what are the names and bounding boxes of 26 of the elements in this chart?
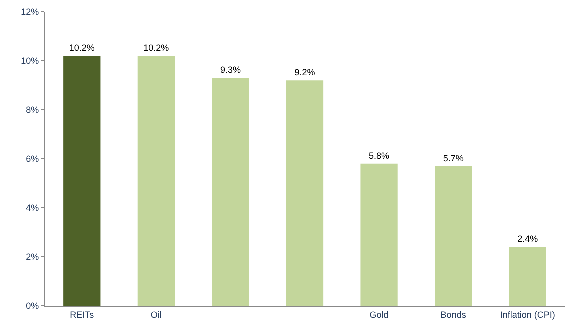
y-tick-label: 10%: [21, 56, 40, 66]
x-tick-label: Bonds: [440, 310, 467, 320]
data-label: 10.2%: [144, 43, 170, 54]
x-tick-label: REITs: [70, 310, 95, 320]
data-label: 2.4%: [518, 234, 538, 244]
y-tick-label: 0%: [26, 301, 40, 312]
y-tick-label: 12%: [21, 7, 40, 18]
bar: [138, 56, 175, 306]
bar: [286, 80, 324, 306]
x-tick-label: Oil: [150, 310, 162, 320]
bar: [212, 78, 250, 306]
data-label: 9.2%: [294, 68, 316, 78]
bar: [64, 56, 101, 306]
bar: [360, 164, 398, 306]
data-label: 9.3%: [220, 65, 241, 76]
y-tick-label: 2%: [26, 252, 40, 262]
data-label: 5.8%: [369, 150, 390, 161]
data-label: 10.2%: [69, 43, 95, 54]
bar: [509, 247, 546, 306]
y-tick-label: 6%: [26, 154, 40, 164]
x-tick-label: Inflation (CPI): [500, 310, 556, 320]
bar: [435, 166, 472, 306]
x-tick-label: Gold: [370, 310, 389, 320]
data-label: 5.7%: [443, 153, 464, 164]
y-tick-label: 8%: [26, 105, 40, 116]
y-tick-label: 4%: [26, 203, 40, 214]
